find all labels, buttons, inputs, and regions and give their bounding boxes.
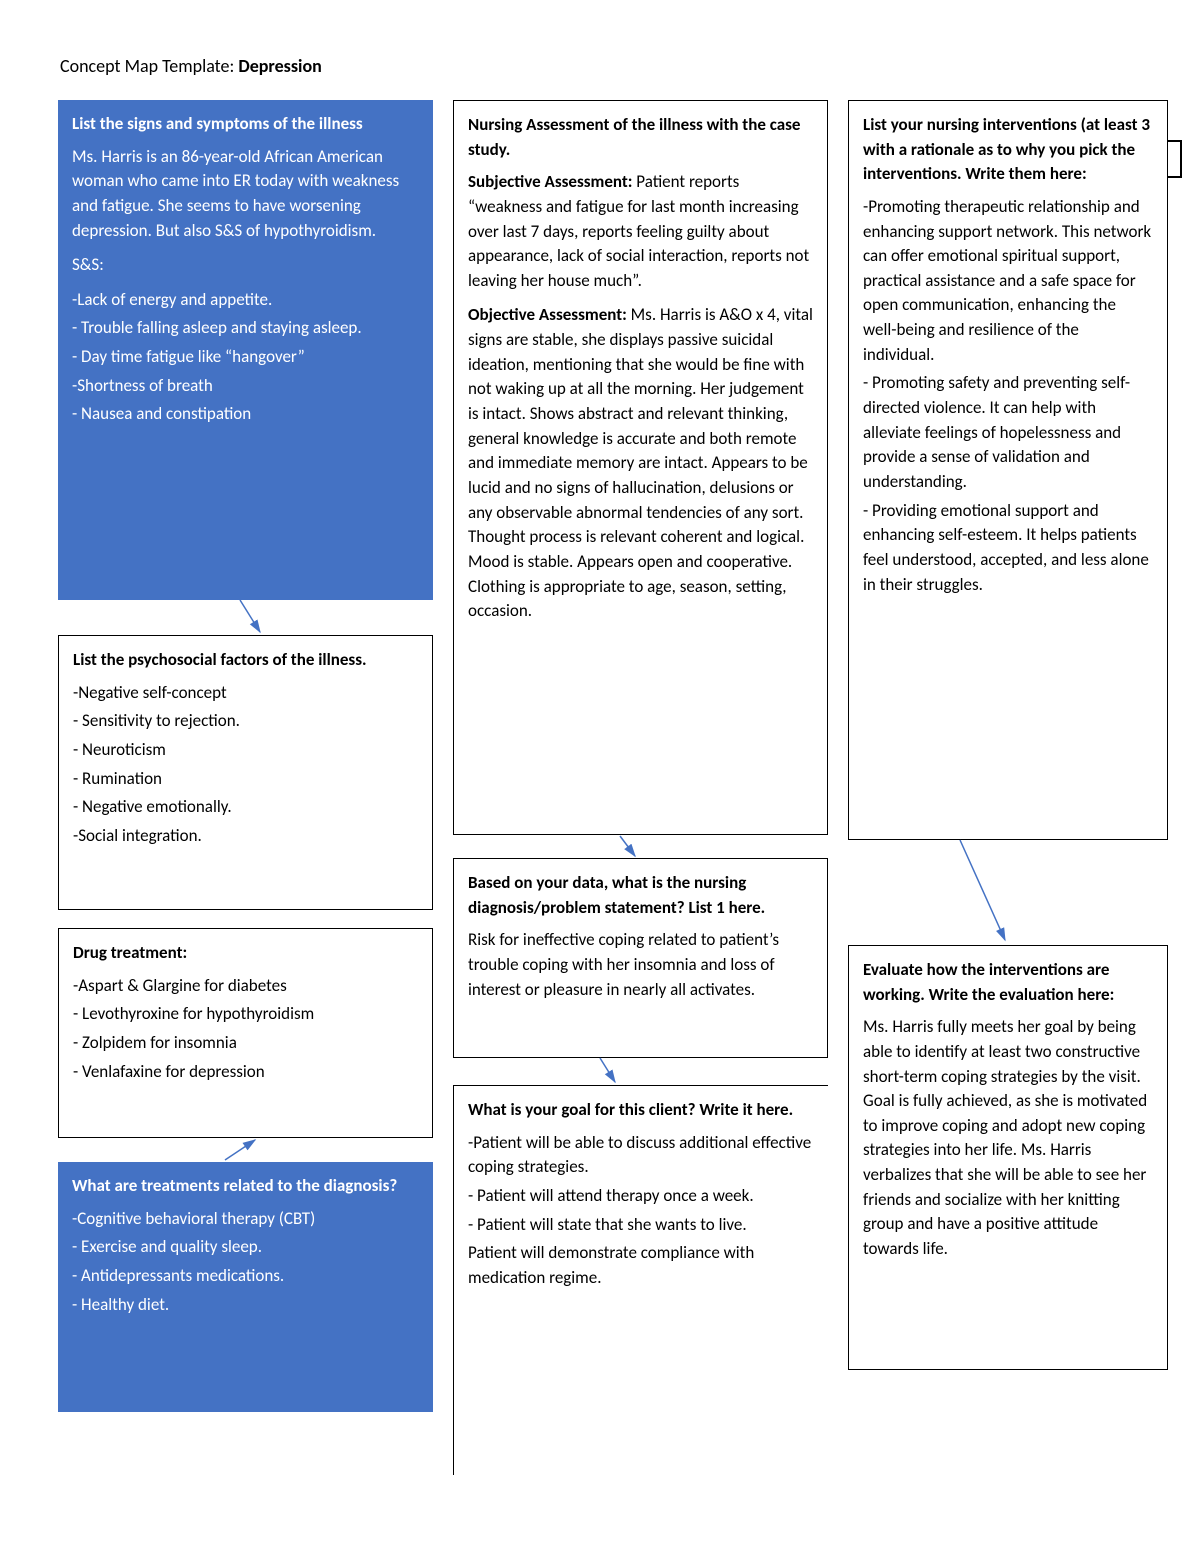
page-title: Concept Map Template: Depression [60, 55, 322, 77]
treat-item: -Cognitive behavioral therapy (CBT) [72, 1207, 419, 1232]
psych-item: -Negative self-concept [73, 681, 418, 706]
eval-body: Ms. Harris fully meets her goal by being… [863, 1015, 1153, 1261]
psych-item: - Sensitivity to rejection. [73, 709, 418, 734]
interv-item: - Promoting safety and preventing self-d… [863, 371, 1153, 494]
signs-item: -Shortness of breath [72, 374, 419, 399]
assess-heading: Nursing Assessment of the illness with t… [468, 113, 813, 162]
diag-heading: Based on your data, what is the nursing … [468, 871, 813, 920]
drug-item: - Levothyroxine for hypothyroidism [73, 1002, 418, 1027]
treat-item: - Antidepressants medications. [72, 1264, 419, 1289]
assess-obj-label: Objective Assessment: [468, 304, 627, 325]
goal-item: Patient will demonstrate compliance with… [468, 1241, 814, 1290]
assess-obj-body: Ms. Harris is A&O x 4, vital signs are s… [468, 304, 813, 621]
box-psychosocial: List the psychosocial factors of the ill… [58, 635, 433, 910]
box-treatments: What are treatments related to the diagn… [58, 1162, 433, 1412]
interv-item: - Providing emotional support and enhanc… [863, 499, 1153, 598]
psych-heading: List the psychosocial factors of the ill… [73, 648, 418, 673]
box-evaluation: Evaluate how the interventions are worki… [848, 945, 1168, 1370]
signs-heading: List the signs and symptoms of the illne… [72, 112, 419, 137]
box-client-goal: What is your goal for this client? Write… [453, 1085, 828, 1475]
signs-item: - Day time fatigue like “hangover” [72, 345, 419, 370]
treat-item: - Healthy diet. [72, 1293, 419, 1318]
signs-intro: Ms. Harris is an 86-year-old African Ame… [72, 145, 419, 244]
drug-item: - Zolpidem for insomnia [73, 1031, 418, 1056]
interv-item: -Promoting therapeutic relationship and … [863, 195, 1153, 367]
psych-item: - Neuroticism [73, 738, 418, 763]
goal-item: - Patient will attend therapy once a wee… [468, 1184, 814, 1209]
diag-body: Risk for ineffective coping related to p… [468, 928, 813, 1002]
assess-subjective: Subjective Assessment: Patient reports “… [468, 170, 813, 293]
box-drug-treatment: Drug treatment: -Aspart & Glargine for d… [58, 928, 433, 1138]
box-nursing-diagnosis: Based on your data, what is the nursing … [453, 858, 828, 1058]
assess-objective: Objective Assessment: Ms. Harris is A&O … [468, 303, 813, 623]
drug-item: - Venlafaxine for depression [73, 1060, 418, 1085]
signs-item: - Trouble falling asleep and staying asl… [72, 316, 419, 341]
psych-item: - Negative emotionally. [73, 795, 418, 820]
drug-heading: Drug treatment: [73, 941, 418, 966]
assess-subj-label: Subjective Assessment: [468, 171, 632, 192]
signs-subhead: S&S: [72, 253, 419, 278]
box-signs-symptoms: List the signs and symptoms of the illne… [58, 100, 433, 600]
signs-item: - Nausea and constipation [72, 402, 419, 427]
bracket-decoration [1168, 140, 1182, 178]
psych-item: -Social integration. [73, 824, 418, 849]
page-title-label: Concept Map Template: [60, 55, 238, 77]
eval-heading: Evaluate how the interventions are worki… [863, 958, 1153, 1007]
psych-item: - Rumination [73, 767, 418, 792]
drug-item: -Aspart & Glargine for diabetes [73, 974, 418, 999]
box-nursing-interventions: List your nursing interventions (at leas… [848, 100, 1168, 840]
goal-heading: What is your goal for this client? Write… [468, 1098, 814, 1123]
signs-item: -Lack of energy and appetite. [72, 288, 419, 313]
treat-item: - Exercise and quality sleep. [72, 1235, 419, 1260]
interv-heading: List your nursing interventions (at leas… [863, 113, 1153, 187]
goal-item: -Patient will be able to discuss additio… [468, 1131, 814, 1180]
box-nursing-assessment: Nursing Assessment of the illness with t… [453, 100, 828, 835]
treat-heading: What are treatments related to the diagn… [72, 1174, 419, 1199]
goal-item: - Patient will state that she wants to l… [468, 1213, 814, 1238]
page-title-topic: Depression [238, 55, 321, 77]
